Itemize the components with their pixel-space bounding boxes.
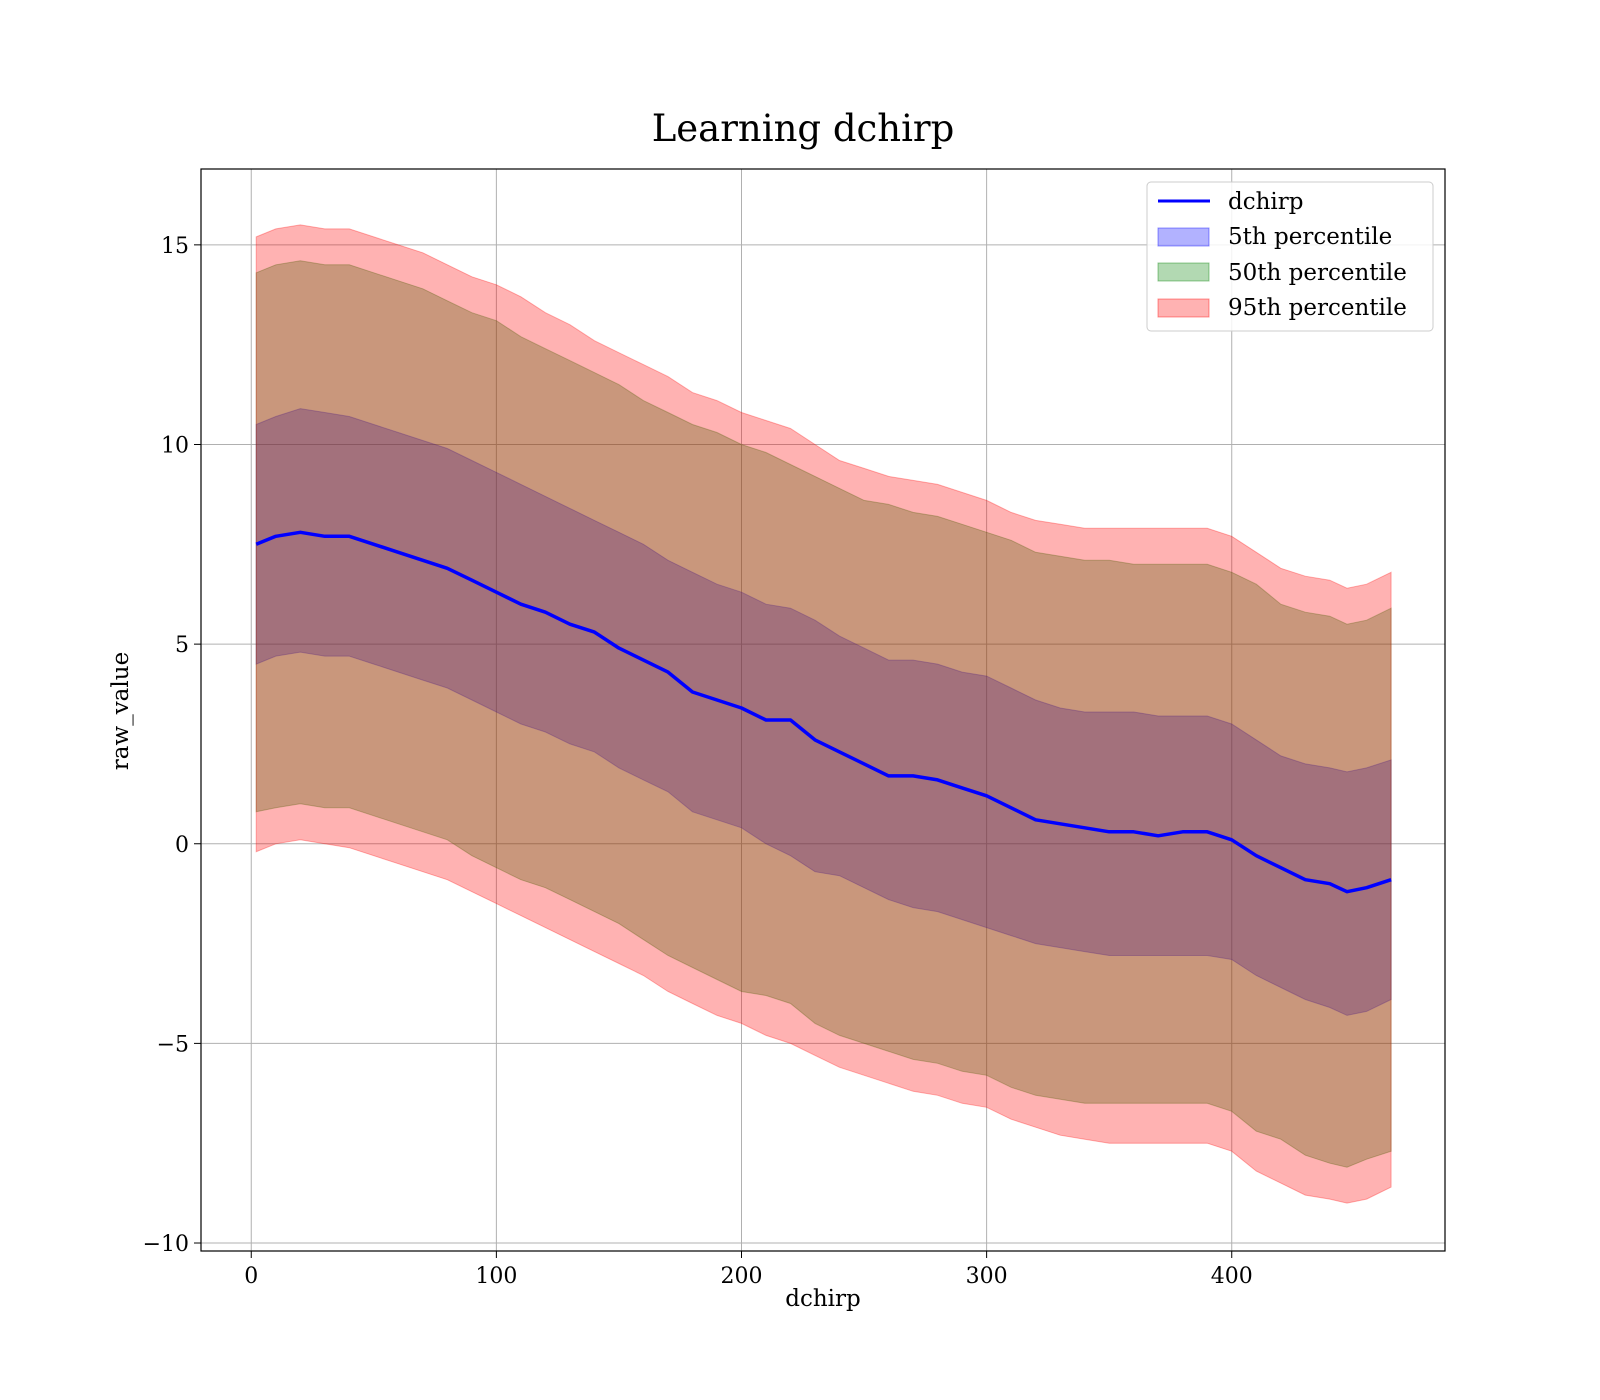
band-5th-percentile bbox=[255, 408, 1392, 1016]
legend-label-50th-percentile: 50th percentile bbox=[1228, 260, 1407, 286]
band-95th-percentile bbox=[255, 224, 1392, 1204]
plot-area-frame bbox=[200, 168, 1446, 1252]
y-tick-label: 10 bbox=[161, 433, 189, 458]
y-tick-label: 5 bbox=[175, 633, 189, 658]
x-axis-label: dchirp bbox=[785, 1286, 861, 1312]
y-tick-label: 0 bbox=[175, 833, 189, 858]
x-tick-label: 300 bbox=[966, 1264, 1008, 1289]
x-tick-label: 400 bbox=[1211, 1264, 1253, 1289]
chart-title: Learning dchirp bbox=[652, 107, 955, 150]
axis-ticks: 0 100 200 300 400 −10 −5 0 5 10 15 bbox=[143, 234, 1253, 1289]
legend-swatch-50th-percentile bbox=[1157, 262, 1210, 282]
y-axis-label: raw_value bbox=[108, 652, 134, 770]
y-tick-label: −5 bbox=[157, 1032, 189, 1057]
percentile-bands bbox=[255, 224, 1392, 1204]
legend-swatch-5th-percentile bbox=[1157, 227, 1210, 247]
x-tick-label: 100 bbox=[475, 1264, 517, 1289]
line-dchirp bbox=[255, 530, 1392, 894]
band-50th-percentile bbox=[255, 260, 1392, 1168]
legend-swatch-95th-percentile bbox=[1157, 298, 1210, 318]
y-tick-label: 15 bbox=[161, 234, 189, 259]
legend-label-dchirp: dchirp bbox=[1228, 189, 1304, 215]
series-lines bbox=[255, 530, 1392, 894]
x-tick-label: 0 bbox=[244, 1264, 258, 1289]
x-tick-label: 200 bbox=[720, 1264, 762, 1289]
legend: dchirp 5th percentile 50th percentile 95… bbox=[1146, 181, 1434, 332]
legend-box bbox=[1146, 181, 1434, 332]
legend-label-95th-percentile: 95th percentile bbox=[1228, 295, 1407, 321]
y-tick-label: −10 bbox=[143, 1232, 189, 1257]
legend-label-5th-percentile: 5th percentile bbox=[1228, 224, 1392, 250]
